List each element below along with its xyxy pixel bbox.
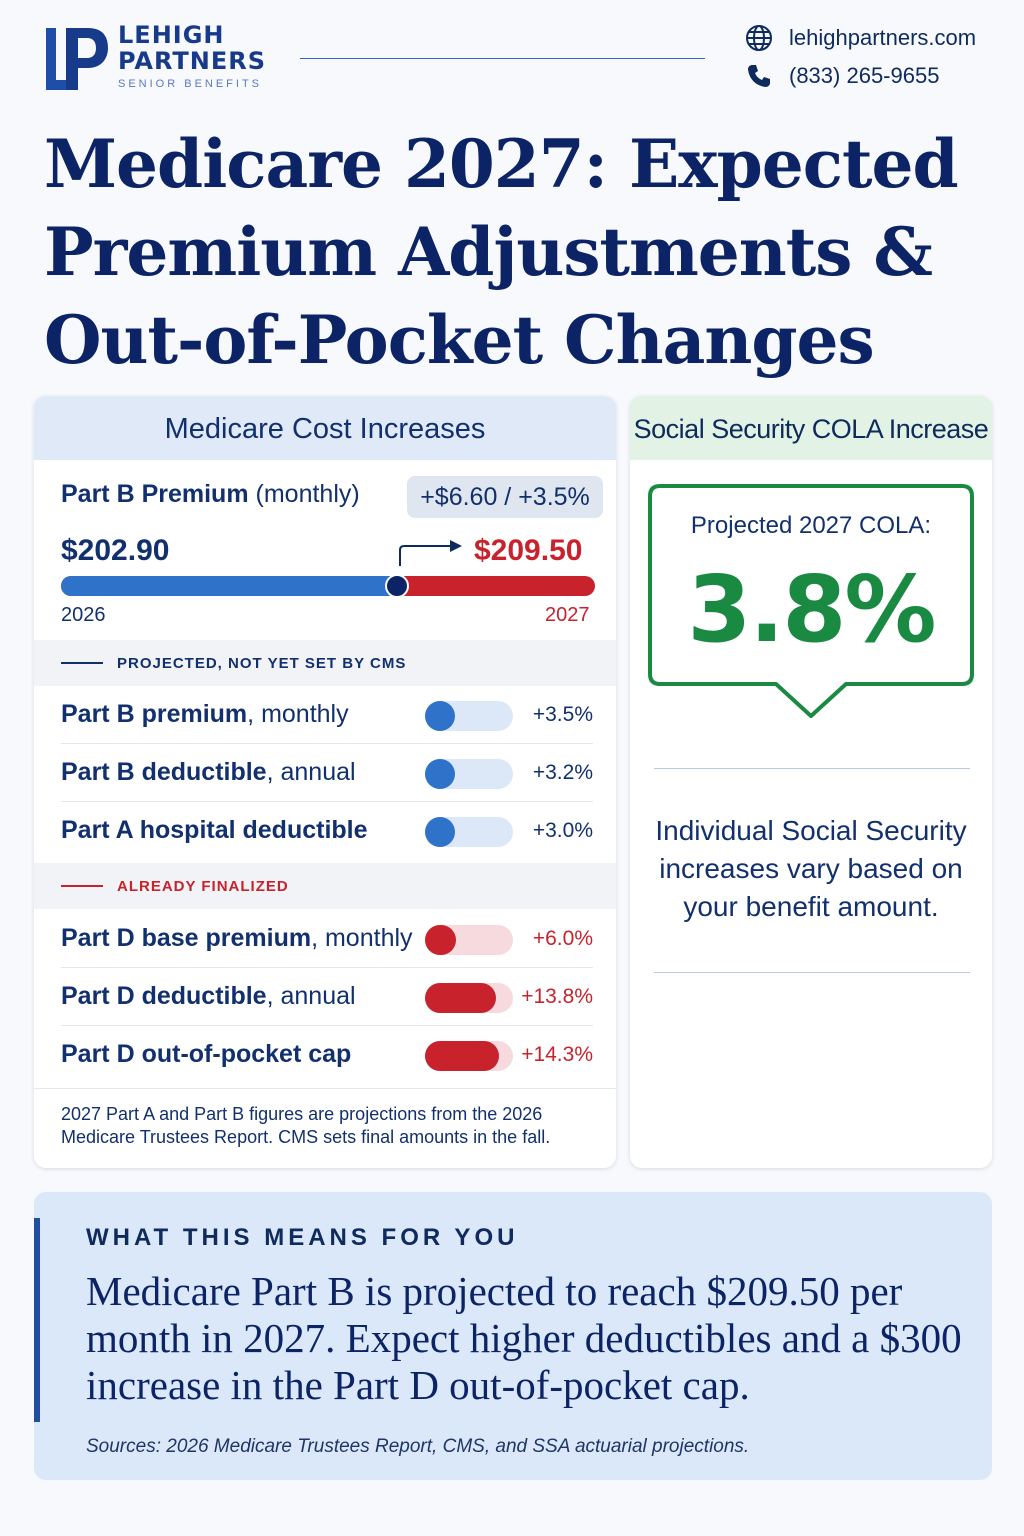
row-label-rest: , annual bbox=[266, 758, 356, 786]
part-b-label-bold: Part B Premium bbox=[61, 480, 249, 508]
part-b-old-year: 2026 bbox=[61, 604, 106, 626]
row-level-fill bbox=[425, 983, 497, 1013]
row-percent: +3.0% bbox=[532, 819, 593, 842]
row-level-fill bbox=[425, 759, 455, 789]
part-b-new-value: $209.50 bbox=[474, 534, 583, 567]
phone-number[interactable]: (833) 265-9655 bbox=[789, 63, 940, 88]
finalized-row: Part D base premium, monthly +6.0% bbox=[61, 910, 593, 968]
row-level-track bbox=[425, 925, 513, 955]
row-label-bold: Part D out-of-pocket cap bbox=[61, 1040, 352, 1068]
brand-tagline: SENIOR BENEFITS bbox=[118, 78, 263, 90]
row-level-fill bbox=[425, 1041, 499, 1071]
speech-bubble-icon bbox=[648, 484, 974, 718]
cola-projected-label: Projected 2027 COLA: bbox=[690, 512, 932, 539]
row-label-bold: Part D deductible bbox=[61, 982, 267, 1010]
row-percent: +3.5% bbox=[532, 703, 593, 726]
brand-wordmark: LEHIGH PARTNERS SENIOR BENEFITS bbox=[118, 22, 266, 90]
sources-note: Sources: 2026 Medicare Trustees Report, … bbox=[86, 1436, 750, 1457]
cola-card: Social Security COLA Increase Projected … bbox=[630, 396, 992, 1168]
phone-contact[interactable]: (833) 265-9655 bbox=[745, 62, 939, 90]
part-b-label-rest: (monthly) bbox=[248, 480, 360, 508]
projection-footnote: 2027 Part A and Part B figures are proje… bbox=[34, 1088, 616, 1168]
takeaway-panel: WHAT THIS MEANS FOR YOU Medicare Part B … bbox=[34, 1192, 992, 1480]
row-level-fill bbox=[425, 925, 457, 955]
row-level-track bbox=[425, 701, 513, 731]
finalized-row: Part D deductible, annual +13.8% bbox=[61, 968, 593, 1026]
row-level-track bbox=[425, 1041, 513, 1071]
takeaway-message: Medicare Part B is projected to reach $2… bbox=[86, 1268, 962, 1408]
increase-arrow-icon bbox=[399, 540, 462, 566]
row-level-track bbox=[425, 983, 513, 1013]
brand-name-line2: PARTNERS bbox=[118, 47, 266, 75]
takeaway-accent-bar bbox=[34, 1218, 40, 1422]
website-contact[interactable]: lehighpartners.com bbox=[745, 24, 976, 52]
cola-divider-top bbox=[654, 768, 970, 769]
row-level-fill bbox=[425, 817, 455, 847]
finalized-dash-icon bbox=[61, 885, 103, 887]
projected-row: Part B deductible, annual +3.2% bbox=[61, 744, 593, 802]
row-level-track bbox=[425, 759, 513, 789]
brand-name-line1: LEHIGH bbox=[118, 21, 225, 49]
projected-row: Part A hospital deductible +3.0% bbox=[61, 802, 593, 860]
medicare-cost-card: Medicare Cost Increases Part B Premium (… bbox=[34, 396, 616, 1168]
website-link[interactable]: lehighpartners.com bbox=[789, 25, 977, 50]
projected-dash-icon bbox=[61, 662, 103, 664]
row-percent: +14.3% bbox=[521, 1043, 593, 1066]
cola-divider-bottom bbox=[654, 972, 970, 973]
row-percent: +6.0% bbox=[532, 927, 593, 950]
row-percent: +3.2% bbox=[532, 761, 593, 784]
phone-icon bbox=[745, 62, 773, 90]
lp-logo-icon bbox=[46, 28, 108, 90]
page-title: Medicare 2027: Expected Premium Adjustme… bbox=[44, 125, 959, 379]
projected-section-band: PROJECTED, NOT YET SET BY CMS bbox=[34, 640, 616, 686]
row-label-bold: Part D base premium bbox=[61, 924, 312, 952]
cola-card-heading: Social Security COLA Increase bbox=[630, 396, 992, 460]
row-level-track bbox=[425, 817, 513, 847]
finalized-row: Part D out-of-pocket cap +14.3% bbox=[61, 1026, 593, 1084]
page-header: LEHIGH PARTNERS SENIOR BENEFITS lehighpa… bbox=[0, 0, 1024, 110]
row-label-bold: Part B premium bbox=[61, 700, 248, 728]
part-b-old-value: $202.90 bbox=[61, 534, 170, 567]
part-b-premium-label: Part B Premium (monthly) bbox=[61, 480, 360, 509]
projected-row: Part B premium, monthly +3.5% bbox=[61, 686, 593, 744]
part-b-comparison-bar bbox=[61, 576, 595, 596]
row-percent: +13.8% bbox=[521, 985, 593, 1008]
cola-description: Individual Social Security increases var… bbox=[655, 815, 967, 922]
row-label-bold: Part B deductible bbox=[61, 758, 267, 786]
takeaway-kicker: WHAT THIS MEANS FOR YOU bbox=[86, 1224, 519, 1251]
row-label-rest: , annual bbox=[266, 982, 356, 1010]
medicare-card-heading: Medicare Cost Increases bbox=[34, 396, 616, 460]
row-label-rest: , monthly bbox=[247, 700, 349, 728]
row-label-rest: , monthly bbox=[311, 924, 413, 952]
part-b-new-year: 2027 bbox=[545, 604, 590, 626]
finalized-section-band: ALREADY FINALIZED bbox=[34, 863, 616, 909]
globe-icon bbox=[745, 24, 773, 52]
row-level-fill bbox=[425, 701, 455, 731]
part-b-change-badge: +$6.60 / +3.5% bbox=[407, 476, 603, 518]
row-label-bold: Part A hospital deductible bbox=[61, 816, 368, 844]
projected-band-label: PROJECTED, NOT YET SET BY CMS bbox=[117, 654, 407, 672]
finalized-band-label: ALREADY FINALIZED bbox=[117, 877, 289, 895]
header-divider bbox=[300, 58, 705, 59]
cola-value: 3.8% bbox=[687, 556, 936, 663]
